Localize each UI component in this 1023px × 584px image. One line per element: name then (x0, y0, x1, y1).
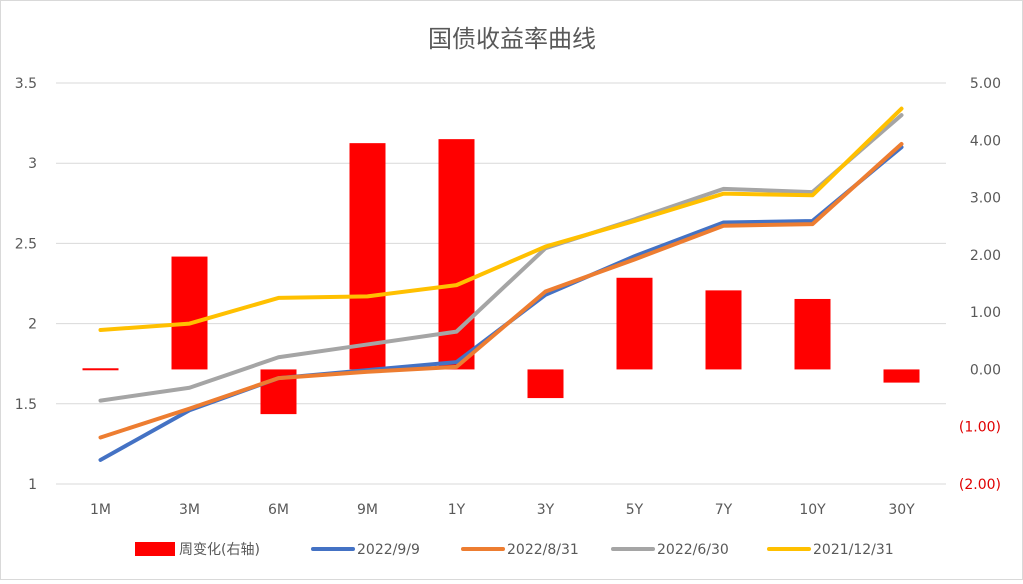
x-tick-label: 6M (268, 502, 289, 518)
left-tick-label: 3 (28, 156, 37, 172)
right-tick-label: (1.00) (959, 420, 1001, 436)
left-tick-label: 1 (28, 477, 37, 493)
legend-item: 2022/9/9 (311, 542, 420, 558)
bar-series (82, 139, 920, 415)
right-tick-label: 0.00 (970, 362, 1001, 378)
left-axis-tick-labels: 1 1.5 2 2.5 3 3.5 (15, 76, 37, 493)
series-line (98, 141, 904, 440)
x-tick-label: 3M (179, 502, 200, 518)
right-tick-label: (2.00) (959, 477, 1001, 493)
bar (349, 143, 386, 370)
line-series (98, 106, 904, 462)
left-tick-label: 1.5 (15, 397, 37, 413)
series-line (98, 113, 904, 403)
legend-label: 2022/8/31 (507, 542, 579, 558)
bar (794, 298, 831, 370)
left-tick-label: 3.5 (15, 76, 37, 92)
legend-item: 2022/6/30 (611, 542, 729, 558)
bar (705, 290, 742, 370)
bar (527, 369, 564, 399)
x-tick-label: 9M (357, 502, 378, 518)
x-tick-label: 3Y (537, 502, 555, 518)
x-axis-tick-labels: 1M 3M 6M 9M 1Y 3Y 5Y 7Y 10Y 30Y (90, 502, 915, 518)
legend: 周变化(右轴) 2022/9/9 2022/8/31 2022/6/30 2021/12… (135, 542, 894, 558)
x-tick-label: 7Y (715, 502, 733, 518)
bar (171, 256, 208, 370)
x-tick-label: 1Y (448, 502, 466, 518)
legend-label: 2022/9/9 (357, 542, 420, 558)
legend-item: 周变化(右轴) (135, 542, 260, 558)
x-tick-label: 10Y (799, 502, 826, 518)
right-tick-label: 5.00 (970, 76, 1001, 92)
bar (616, 277, 653, 370)
right-tick-label: 3.00 (970, 191, 1001, 207)
right-axis-tick-labels: (2.00) (1.00) 0.00 1.00 2.00 3.00 4.00 5.00 (959, 76, 1001, 493)
left-tick-label: 2.5 (15, 236, 37, 252)
right-tick-label: 4.00 (970, 133, 1001, 149)
legend-label: 周变化(右轴) (179, 542, 260, 558)
legend-item: 2021/12/31 (767, 542, 894, 558)
left-tick-label: 2 (28, 317, 37, 333)
x-tick-label: 5Y (626, 502, 644, 518)
right-tick-label: 2.00 (970, 248, 1001, 264)
x-tick-label: 1M (90, 502, 111, 518)
legend-label: 2022/6/30 (657, 542, 729, 558)
right-tick-label: 1.00 (970, 305, 1001, 321)
bar (883, 369, 920, 383)
bar (82, 368, 119, 371)
x-tick-label: 30Y (888, 502, 915, 518)
legend-swatch (135, 542, 175, 556)
chart-title: 国债收益率曲线 (428, 25, 596, 53)
series-line (98, 106, 904, 333)
legend-label: 2021/12/31 (813, 542, 894, 558)
legend-item: 2022/8/31 (461, 542, 579, 558)
